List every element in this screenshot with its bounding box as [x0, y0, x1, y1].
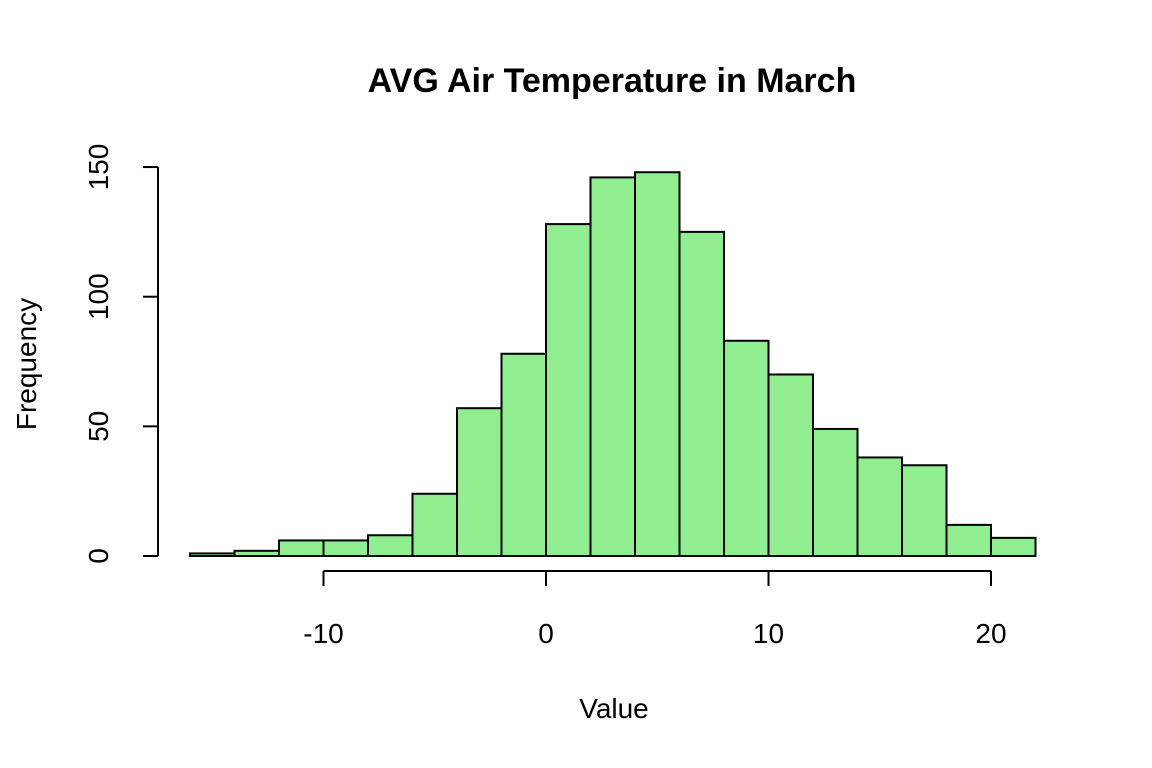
y-axis-label: Frequency — [11, 298, 42, 430]
histogram-bar — [322, 539, 369, 558]
histogram-bar — [411, 492, 458, 558]
y-tick-label: 150 — [83, 144, 114, 191]
x-axis-label: Value — [579, 693, 649, 724]
histogram-bar — [990, 536, 1037, 557]
histogram-bar — [634, 171, 681, 557]
y-axis: 0 50 100 150 — [83, 144, 159, 564]
histogram-bar — [678, 230, 725, 557]
bars-group — [189, 171, 1037, 558]
histogram-bar — [812, 427, 859, 557]
x-tick-label: 0 — [538, 618, 554, 649]
histogram-bar — [545, 223, 592, 557]
histogram-bar — [856, 456, 903, 557]
histogram-bar — [500, 352, 547, 557]
histogram-bar — [189, 552, 236, 557]
histogram-bar — [233, 549, 280, 558]
histogram-bar — [723, 339, 770, 557]
chart-title: AVG Air Temperature in March — [368, 62, 857, 100]
histogram-bar — [456, 407, 503, 557]
y-tick-label: 50 — [83, 411, 114, 442]
histogram-bar — [945, 523, 992, 557]
x-tick-label: -10 — [303, 618, 343, 649]
histogram-bar — [767, 373, 814, 557]
histogram-bar — [901, 464, 948, 557]
x-tick-label: 10 — [753, 618, 784, 649]
histogram-bar — [367, 534, 414, 557]
y-tick-label: 100 — [83, 273, 114, 320]
histogram-bar — [278, 539, 325, 558]
x-tick-label: 20 — [975, 618, 1006, 649]
x-axis: -10 0 10 20 — [303, 570, 1007, 649]
y-tick-label: 0 — [83, 548, 114, 564]
histogram-bar — [589, 176, 636, 557]
